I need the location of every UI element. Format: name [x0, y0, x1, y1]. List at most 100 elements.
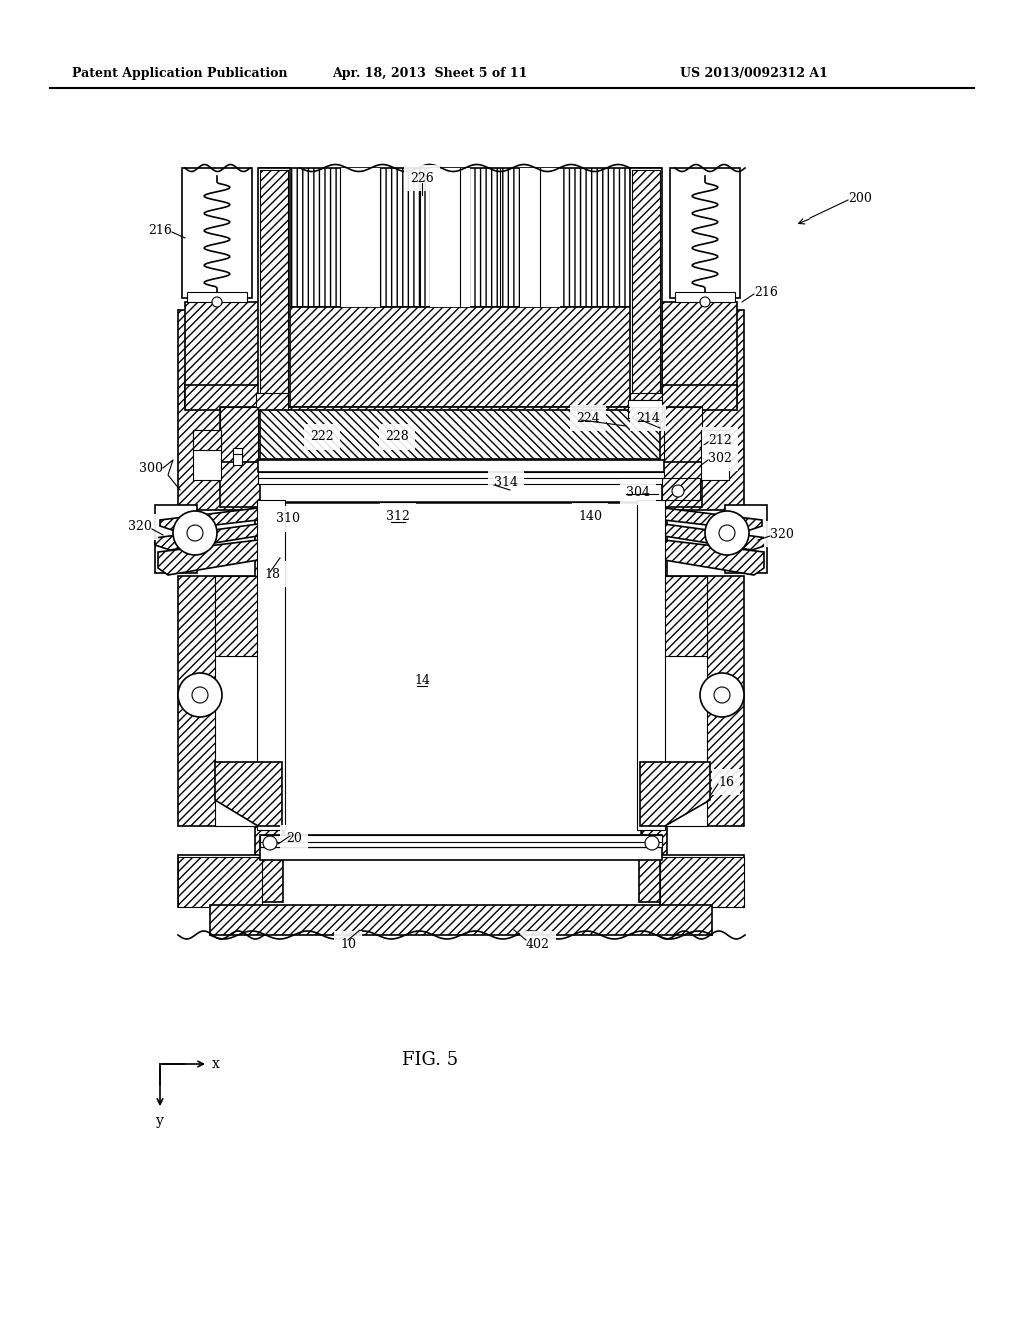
Text: 214: 214 — [636, 412, 659, 425]
Bar — [701, 430, 729, 450]
Text: 18: 18 — [264, 568, 280, 581]
Text: 310: 310 — [276, 512, 300, 525]
Bar — [630, 393, 662, 411]
Bar — [660, 857, 744, 907]
Bar — [220, 462, 260, 507]
Bar — [260, 836, 662, 861]
Bar — [632, 170, 660, 405]
Polygon shape — [664, 524, 767, 550]
Text: FIG. 5: FIG. 5 — [402, 1051, 458, 1069]
Circle shape — [714, 686, 730, 704]
Bar — [666, 310, 744, 510]
Bar — [258, 478, 664, 484]
Circle shape — [645, 836, 659, 850]
Bar — [664, 407, 702, 462]
Bar — [701, 430, 729, 480]
Text: 312: 312 — [386, 510, 410, 523]
Text: 304: 304 — [626, 486, 650, 499]
Text: 222: 222 — [310, 430, 334, 444]
Bar — [670, 168, 740, 298]
Bar — [260, 836, 662, 847]
Bar — [258, 473, 664, 480]
Circle shape — [700, 673, 744, 717]
Bar — [233, 453, 242, 465]
Bar — [215, 576, 258, 656]
Text: 320: 320 — [128, 520, 152, 533]
Bar — [178, 857, 262, 907]
Text: 224: 224 — [575, 412, 600, 425]
Polygon shape — [640, 762, 710, 826]
Text: 216: 216 — [754, 285, 778, 298]
Text: 320: 320 — [770, 528, 794, 540]
Circle shape — [263, 836, 278, 850]
Text: 10: 10 — [340, 937, 356, 950]
Bar — [258, 459, 664, 473]
Bar — [257, 500, 285, 830]
Polygon shape — [664, 540, 764, 576]
Bar — [725, 506, 767, 573]
Bar — [178, 576, 258, 826]
Circle shape — [193, 686, 208, 704]
Bar — [220, 407, 702, 462]
Text: 140: 140 — [578, 510, 602, 523]
Bar — [260, 308, 660, 407]
Text: US 2013/0092312 A1: US 2013/0092312 A1 — [680, 66, 827, 79]
Bar — [664, 576, 707, 826]
Bar — [340, 168, 380, 308]
Bar — [675, 292, 735, 302]
Bar — [220, 407, 258, 462]
Polygon shape — [160, 508, 258, 531]
Bar — [185, 302, 260, 407]
Polygon shape — [215, 762, 282, 826]
Text: y: y — [156, 1114, 164, 1129]
Bar — [639, 502, 667, 902]
Bar — [637, 500, 665, 830]
Text: 200: 200 — [848, 191, 871, 205]
Text: 300: 300 — [139, 462, 163, 474]
Bar — [260, 411, 660, 459]
Circle shape — [187, 525, 203, 541]
Polygon shape — [158, 540, 258, 576]
Bar — [664, 576, 707, 656]
Text: 216: 216 — [148, 223, 172, 236]
Text: x: x — [212, 1057, 220, 1071]
Bar — [430, 168, 470, 308]
Text: 212: 212 — [708, 433, 732, 446]
Text: 20: 20 — [286, 832, 302, 845]
Bar — [187, 292, 247, 302]
Bar — [662, 302, 737, 407]
Bar — [182, 168, 252, 298]
Polygon shape — [155, 524, 258, 550]
Circle shape — [705, 511, 749, 554]
Text: 226: 226 — [411, 172, 434, 185]
Text: 314: 314 — [494, 477, 518, 490]
Bar — [155, 506, 197, 573]
Bar — [520, 168, 560, 308]
Polygon shape — [664, 508, 762, 531]
Bar — [662, 478, 700, 500]
Bar — [233, 447, 242, 454]
Bar — [630, 168, 662, 407]
Bar — [193, 430, 221, 480]
Bar — [628, 400, 662, 418]
Circle shape — [173, 511, 217, 554]
Circle shape — [672, 484, 684, 498]
Bar — [660, 855, 744, 907]
Bar — [283, 502, 641, 837]
Bar — [215, 576, 258, 826]
Circle shape — [212, 297, 222, 308]
Text: Patent Application Publication: Patent Application Publication — [72, 66, 288, 79]
Bar — [662, 385, 737, 411]
Text: 16: 16 — [718, 776, 734, 788]
Bar — [210, 906, 712, 935]
Text: 228: 228 — [385, 430, 409, 444]
Bar — [662, 462, 702, 507]
Bar — [260, 836, 662, 847]
Bar — [664, 576, 744, 826]
Text: 302: 302 — [708, 451, 732, 465]
Bar — [260, 168, 660, 308]
Bar — [193, 430, 221, 450]
Text: Apr. 18, 2013  Sheet 5 of 11: Apr. 18, 2013 Sheet 5 of 11 — [333, 66, 527, 79]
Bar — [178, 855, 262, 907]
Bar — [185, 385, 260, 411]
